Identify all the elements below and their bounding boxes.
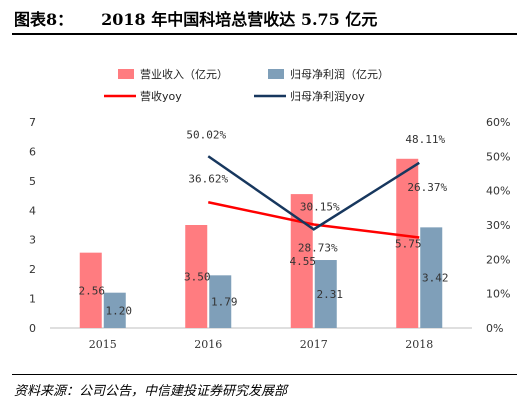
profit-yoy-line (207, 155, 420, 231)
profit-bar (209, 275, 232, 328)
revenue-yoy-line (207, 201, 420, 239)
source-note: 资料来源：公司公告，中信建投证券研究发展部 (14, 384, 288, 399)
profit-yoy-data-label: 28.73% (298, 241, 338, 254)
revenue-bar (79, 252, 102, 328)
y-right-tick-label: 20% (486, 253, 510, 266)
y-left-tick-label: 1 (29, 293, 36, 306)
revenue-data-label: 2.56 (79, 284, 106, 297)
y-right-tick-label: 10% (486, 288, 510, 301)
x-category-label: 2016 (194, 338, 222, 351)
title-rule (12, 33, 517, 35)
y-left-tick-label: 4 (29, 204, 36, 217)
revenue-data-label: 4.55 (290, 255, 317, 268)
profit-yoy-data-label: 50.02% (186, 128, 226, 141)
y-left-tick-label: 7 (29, 116, 36, 129)
figure-number: 图表8： (14, 10, 74, 29)
revenue-yoy-data-label: 30.15% (300, 200, 340, 213)
y-left-tick-label: 2 (29, 263, 36, 276)
y-right-tick-label: 40% (486, 185, 510, 198)
revenue-bar (290, 194, 313, 328)
y-right-tick-label: 30% (486, 219, 510, 232)
y-left-tick-label: 0 (29, 322, 36, 335)
y-right-tick-label: 60% (486, 116, 510, 129)
profit-bar (314, 260, 337, 328)
x-category-label: 2017 (300, 338, 328, 351)
legend-profit-swatch (268, 69, 284, 79)
legend-profit-yoy-label: 归母净利润yoy (290, 89, 365, 103)
y-right-tick-label: 50% (486, 150, 510, 163)
profit-yoy-data-label: 48.11% (405, 133, 445, 146)
revenue-yoy-data-label: 36.62% (188, 172, 228, 185)
figure-title: 图表8： 2018 年中国科培总营收达 5.75 亿元 (14, 6, 377, 30)
legend-revenue-swatch (118, 69, 134, 79)
legend-revenue-label: 营业收入（亿元） (140, 67, 228, 81)
revenue-data-label: 3.50 (184, 271, 211, 284)
source-rule (12, 374, 517, 375)
profit-bar (103, 292, 126, 328)
x-category-label: 2018 (405, 338, 433, 351)
profit-data-label: 1.20 (106, 304, 133, 317)
revenue-data-label: 5.75 (395, 237, 422, 250)
profit-data-label: 2.31 (317, 288, 344, 301)
figure-title-text: 2018 年中国科培总营收达 5.75 亿元 (101, 10, 378, 29)
revenue-bar (396, 158, 419, 328)
legend-profit-label: 归母净利润（亿元） (290, 67, 389, 81)
x-category-label: 2015 (89, 338, 117, 351)
y-right-tick-label: 0% (486, 322, 503, 335)
profit-data-label: 1.79 (211, 296, 238, 309)
y-left-tick-label: 3 (29, 234, 36, 247)
y-left-tick-label: 6 (29, 145, 36, 158)
y-left-tick-label: 5 (29, 175, 36, 188)
profit-bar (420, 227, 443, 328)
revenue-bar (185, 225, 208, 328)
profit-data-label: 3.42 (422, 272, 449, 285)
revenue-yoy-data-label: 26.37% (407, 181, 447, 194)
legend-revenue-yoy-label: 营收yoy (140, 89, 182, 103)
